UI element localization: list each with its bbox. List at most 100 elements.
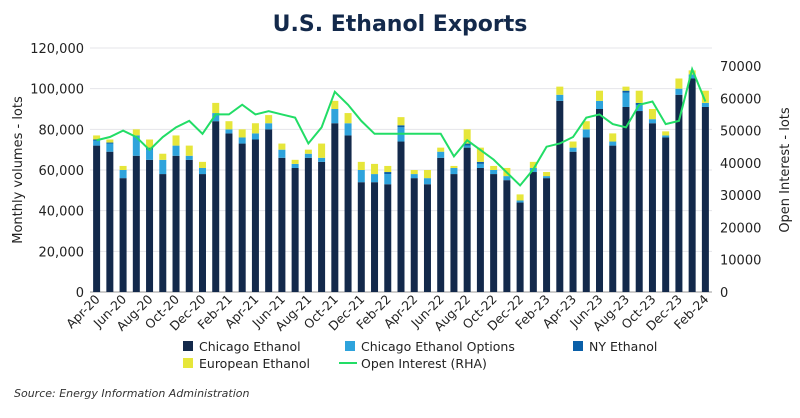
- bar-chicago-ethanol: [119, 178, 127, 292]
- legend-label: European Ethanol: [199, 356, 310, 371]
- bar-chicago-ethanol: [503, 180, 511, 292]
- bar-chicago-ethanol: [212, 121, 220, 292]
- bar-chicago-ethanol-options: [225, 129, 233, 134]
- bar-chicago-ethanol-options: [463, 145, 471, 148]
- bar-chicago-ethanol: [450, 174, 458, 292]
- bar-ny-ethanol: [397, 125, 405, 128]
- bar-european-ethanol: [397, 117, 405, 126]
- bar-chicago-ethanol: [476, 167, 484, 292]
- bar-european-ethanol: [146, 139, 154, 148]
- bar-european-ethanol: [238, 129, 246, 138]
- source-note: Source: Energy Information Administratio…: [14, 387, 250, 400]
- bar-chicago-ethanol-options: [212, 113, 220, 122]
- bar-european-ethanol: [344, 113, 352, 124]
- bar-european-ethanol: [423, 170, 431, 179]
- bar-european-ethanol: [450, 165, 458, 168]
- bar-european-ethanol: [172, 135, 180, 146]
- y-axis-label: Monthly volumes - lots: [11, 96, 26, 244]
- bar-chicago-ethanol: [596, 109, 604, 292]
- bar-chicago-ethanol-options: [675, 88, 683, 95]
- bar-european-ethanol: [662, 131, 670, 136]
- bar-chicago-ethanol: [278, 157, 286, 292]
- bar-chicago-ethanol-options: [543, 176, 551, 179]
- bar-chicago-ethanol-options: [476, 163, 484, 168]
- bar-chicago-ethanol: [357, 182, 365, 292]
- y2-tick-label: 60000: [720, 92, 761, 107]
- bar-chicago-ethanol: [701, 106, 709, 292]
- legend-swatch: [345, 341, 355, 351]
- bar-european-ethanol: [556, 86, 564, 95]
- bar-european-ethanol: [569, 141, 577, 148]
- bar-european-ethanol: [463, 129, 471, 144]
- y-tick-label: 120,000: [30, 42, 84, 57]
- bar-chicago-ethanol: [437, 157, 445, 292]
- bar-european-ethanol: [622, 86, 630, 91]
- bar-chicago-ethanol-options: [238, 137, 246, 144]
- bar-chicago-ethanol-options: [172, 145, 180, 156]
- bar-chicago-ethanol: [384, 184, 392, 292]
- bar-european-ethanol: [648, 109, 656, 120]
- bar-ny-ethanol: [384, 172, 392, 175]
- bar-chicago-ethanol: [331, 123, 339, 292]
- bar-chicago-ethanol: [648, 123, 656, 292]
- bar-european-ethanol: [119, 165, 127, 170]
- bar-european-ethanol: [304, 149, 312, 154]
- y-tick-label: 40,000: [39, 205, 85, 220]
- legend-label: Chicago Ethanol Options: [361, 339, 515, 354]
- bar-european-ethanol: [291, 159, 299, 164]
- bar-european-ethanol: [675, 78, 683, 89]
- bar-chicago-ethanol: [490, 174, 498, 292]
- bar-chicago-ethanol-options: [132, 135, 140, 156]
- open-interest-line: [96, 66, 707, 187]
- bar-european-ethanol: [357, 161, 365, 170]
- bar-chicago-ethanol: [93, 145, 101, 292]
- bar-chicago-ethanol: [662, 137, 670, 292]
- bar-european-ethanol: [331, 100, 339, 109]
- bar-chicago-ethanol-options: [490, 170, 498, 175]
- y-tick-label: 20,000: [39, 245, 85, 260]
- bar-chicago-ethanol-options: [291, 163, 299, 168]
- bar-european-ethanol: [384, 165, 392, 173]
- bar-chicago-ethanol: [397, 141, 405, 292]
- bar-chicago-ethanol-options: [662, 135, 670, 138]
- bar-chicago-ethanol-options: [609, 141, 617, 146]
- bar-european-ethanol: [106, 139, 114, 143]
- bar-chicago-ethanol: [159, 174, 167, 292]
- bar-chicago-ethanol-options: [503, 176, 511, 181]
- bar-chicago-ethanol-options: [423, 178, 431, 185]
- bar-chicago-ethanol: [582, 137, 590, 292]
- bar-chicago-ethanol: [622, 106, 630, 292]
- bar-chicago-ethanol-options: [371, 174, 379, 183]
- bar-chicago-ethanol: [609, 145, 617, 292]
- bar-european-ethanol: [701, 90, 709, 103]
- bar-european-ethanol: [437, 147, 445, 152]
- bar-ny-ethanol: [622, 90, 630, 93]
- bar-chicago-ethanol-options: [437, 151, 445, 158]
- bar-chicago-ethanol: [675, 94, 683, 293]
- y2-tick-label: 40000: [720, 157, 761, 172]
- legend-swatch: [183, 341, 193, 351]
- legend-label: Open Interest (RHA): [361, 356, 487, 371]
- bar-european-ethanol: [609, 133, 617, 142]
- bar-european-ethanol: [159, 153, 167, 160]
- bar-chicago-ethanol-options: [450, 167, 458, 175]
- bar-european-ethanol: [529, 161, 537, 168]
- bar-chicago-ethanol-options: [596, 100, 604, 109]
- bar-chicago-ethanol-options: [304, 153, 312, 158]
- bar-european-ethanol: [225, 121, 233, 130]
- bar-chicago-ethanol-options: [331, 109, 339, 124]
- bar-chicago-ethanol: [556, 100, 564, 292]
- legend-swatch: [573, 341, 583, 351]
- bar-chicago-ethanol: [291, 167, 299, 292]
- bar-chicago-ethanol: [516, 202, 524, 292]
- bar-european-ethanol: [198, 161, 206, 168]
- bar-european-ethanol: [490, 165, 498, 170]
- bar-european-ethanol: [212, 102, 220, 114]
- bar-chicago-ethanol-options: [357, 170, 365, 183]
- bar-chicago-ethanol: [251, 139, 259, 292]
- bar-ny-ethanol: [463, 143, 471, 146]
- y2-tick-label: 20000: [720, 221, 761, 236]
- bar-chicago-ethanol: [371, 182, 379, 292]
- bar-ny-ethanol: [476, 161, 484, 164]
